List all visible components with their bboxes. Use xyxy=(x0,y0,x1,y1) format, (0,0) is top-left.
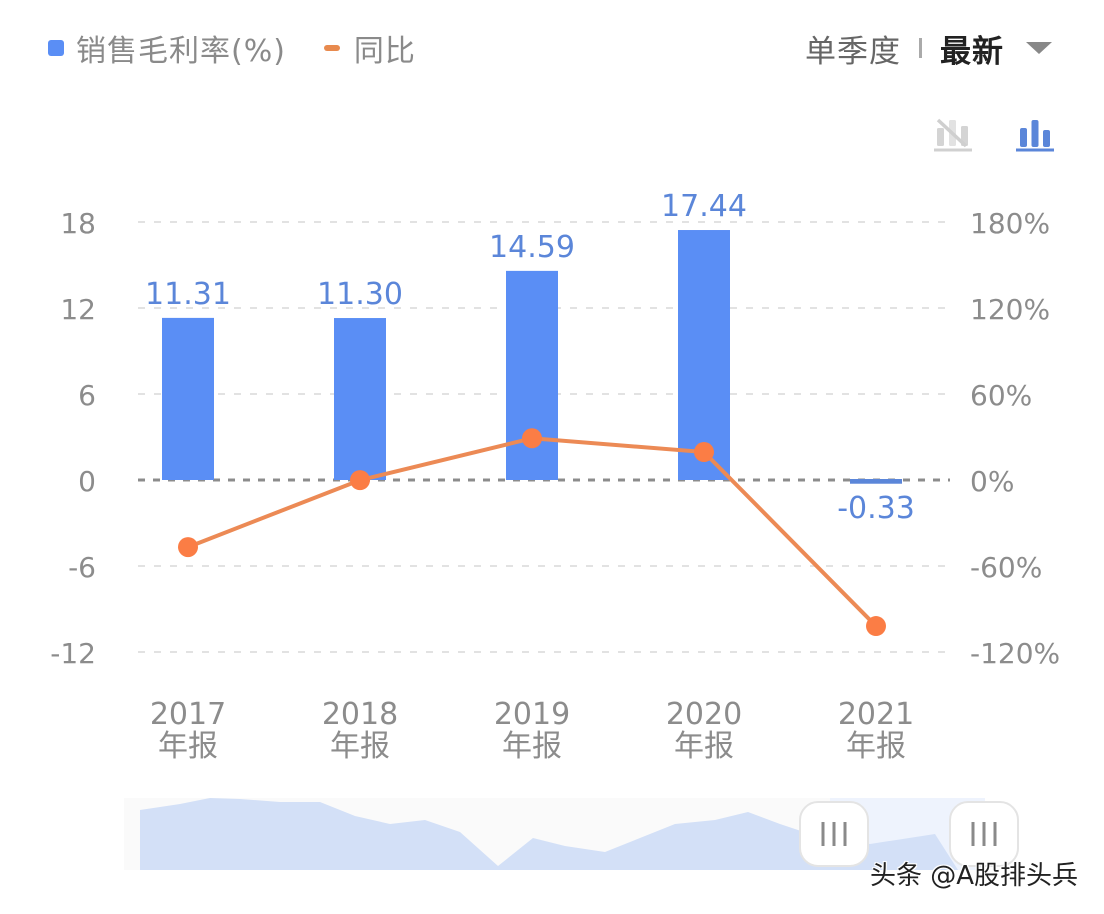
line-series xyxy=(178,428,886,637)
data-zoom-preview-area xyxy=(140,798,958,870)
left-axis-tick-label: -12 xyxy=(50,637,96,670)
period-divider xyxy=(919,38,922,58)
bar[interactable] xyxy=(334,318,386,480)
line-point[interactable] xyxy=(694,442,714,463)
bar[interactable] xyxy=(162,317,214,480)
data-zoom-handle-left[interactable] xyxy=(799,801,869,867)
bar-value-label: 14.59 xyxy=(489,230,575,265)
chart-legend: 销售毛利率(%) 同比 xyxy=(48,26,454,70)
x-axis-label-suffix: 年报 xyxy=(674,729,734,764)
right-axis-tick-label: 0% xyxy=(970,465,1014,498)
left-axis-tick-label: 12 xyxy=(60,293,96,326)
right-axis: 180% 120% 60% 0% -60% -120% xyxy=(970,207,1060,670)
x-axis-label-year: 2018 xyxy=(322,697,398,732)
x-axis-label-year: 2019 xyxy=(494,697,570,732)
period-option-latest[interactable]: 最新 xyxy=(940,33,1004,70)
left-axis-tick-label: 18 xyxy=(60,207,96,240)
bar-chart-hidden-icon[interactable] xyxy=(934,114,972,152)
left-axis-tick-label: 6 xyxy=(78,379,96,412)
bar-value-label: -0.33 xyxy=(837,491,915,526)
right-axis-tick-label: 120% xyxy=(970,293,1050,326)
right-axis-tick-label: -120% xyxy=(970,637,1060,670)
legend-label-gross-margin: 销售毛利率(%) xyxy=(76,34,286,69)
bar-value-label: 11.31 xyxy=(145,277,231,312)
bar-value-labels: 11.31 11.30 14.59 17.44 -0.33 xyxy=(145,189,915,526)
data-zoom-slider[interactable] xyxy=(0,790,1104,890)
bar-value-label: 17.44 xyxy=(661,189,747,224)
period-option-quarter[interactable]: 单季度 xyxy=(805,33,901,70)
right-axis-tick-label: 180% xyxy=(970,207,1050,240)
bar[interactable] xyxy=(850,479,902,484)
line-point[interactable] xyxy=(178,537,198,558)
legend-item-yoy[interactable]: 同比 xyxy=(323,26,416,70)
x-axis-label-suffix: 年报 xyxy=(330,729,390,764)
line-point[interactable] xyxy=(522,428,542,449)
x-axis-label-suffix: 年报 xyxy=(502,729,562,764)
line-point[interactable] xyxy=(350,470,370,491)
bar-series-swatch-icon xyxy=(48,40,64,56)
bar[interactable] xyxy=(678,230,730,480)
right-axis-tick-label: 60% xyxy=(970,379,1032,412)
left-axis-tick-label: 0 xyxy=(78,465,96,498)
watermark: 头条 @A股排头兵 xyxy=(869,861,1078,891)
right-axis-tick-label: -60% xyxy=(970,551,1042,584)
left-axis-tick-label: -6 xyxy=(68,551,96,584)
period-selector: 单季度 最新 xyxy=(805,26,1052,70)
legend-item-gross-margin[interactable]: 销售毛利率(%) xyxy=(48,26,286,70)
data-zoom-handle-right[interactable] xyxy=(949,801,1019,867)
x-axis-label-year: 2017 xyxy=(150,697,226,732)
bar-chart-icon[interactable] xyxy=(1016,114,1054,152)
x-axis-label-year: 2020 xyxy=(666,697,742,732)
x-axis-label-year: 2021 xyxy=(838,697,914,732)
dropdown-caret-icon[interactable] xyxy=(1026,42,1052,54)
x-axis-label-suffix: 年报 xyxy=(158,729,218,764)
line-point[interactable] xyxy=(866,616,886,637)
left-axis: 18 12 6 0 -6 -12 xyxy=(50,207,96,670)
line-series-swatch-icon xyxy=(323,45,340,51)
bar[interactable] xyxy=(506,270,558,480)
bar-value-label: 11.30 xyxy=(317,277,403,312)
main-chart: 18 12 6 0 -6 -12 180% 120% 60% 0% -60% -120% 11.31… xyxy=(50,189,1060,764)
legend-label-yoy: 同比 xyxy=(353,34,416,69)
chart-type-toggles xyxy=(934,114,1054,152)
x-axis-label-suffix: 年报 xyxy=(846,729,906,764)
